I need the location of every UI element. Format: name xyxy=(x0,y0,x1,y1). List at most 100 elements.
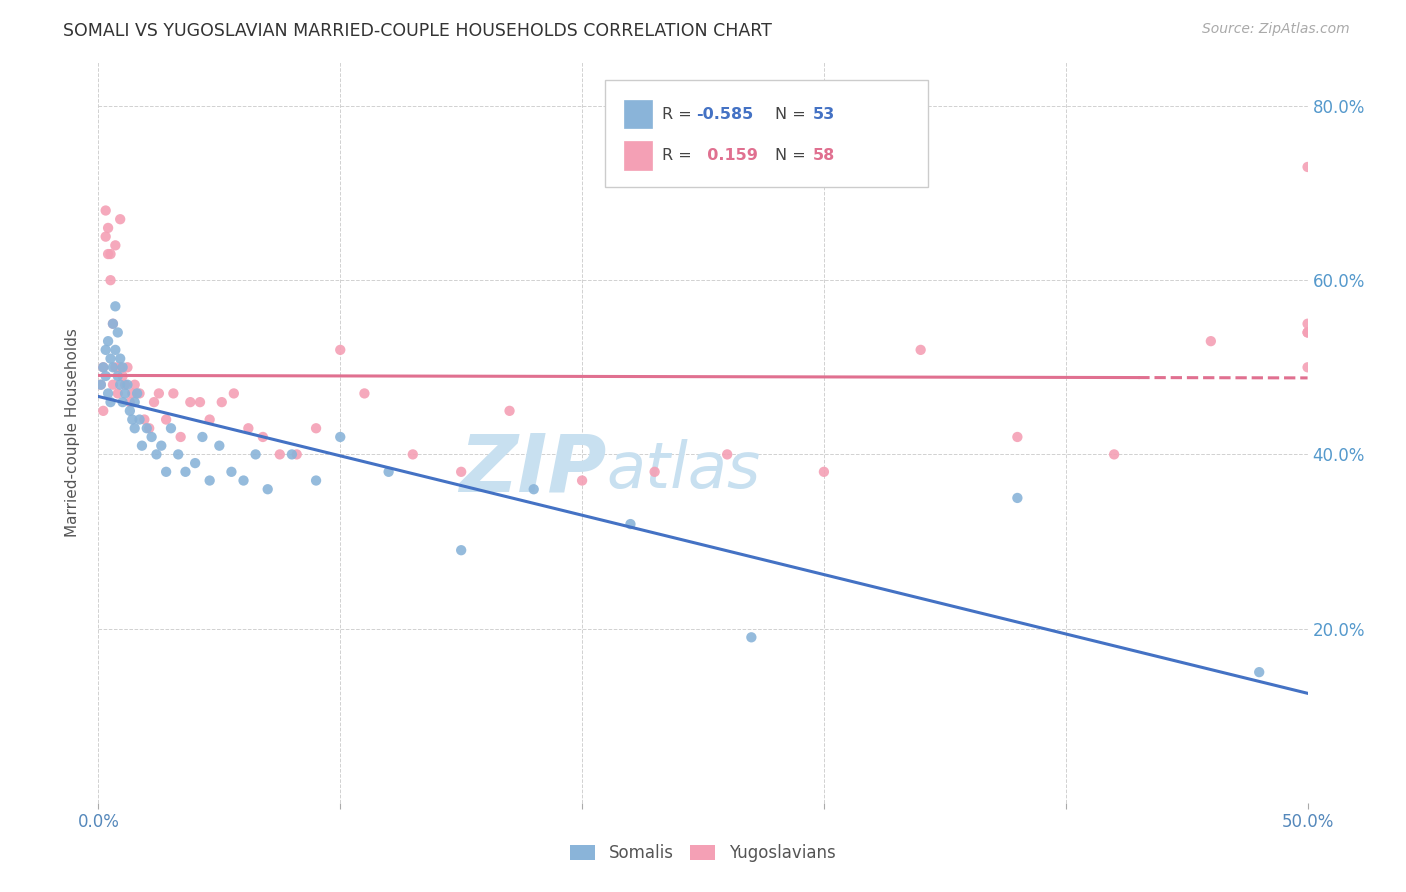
Point xyxy=(523,482,546,496)
Point xyxy=(128,412,150,426)
Point xyxy=(138,421,160,435)
Point xyxy=(155,412,177,426)
Legend: Somalis, Yugoslavians: Somalis, Yugoslavians xyxy=(564,838,842,869)
Point xyxy=(167,447,190,461)
Point xyxy=(252,430,274,444)
Text: 58: 58 xyxy=(813,148,835,163)
Point xyxy=(124,377,146,392)
Point xyxy=(329,343,352,357)
Point xyxy=(256,482,278,496)
Point xyxy=(97,221,120,235)
Point xyxy=(377,465,399,479)
Point xyxy=(305,421,328,435)
Point xyxy=(134,412,156,426)
Y-axis label: Married-couple Households: Married-couple Households xyxy=(65,328,80,537)
Text: 53: 53 xyxy=(813,107,835,121)
Point xyxy=(221,465,243,479)
Point xyxy=(91,404,114,418)
Text: R =: R = xyxy=(662,107,697,121)
Point xyxy=(162,386,184,401)
Point xyxy=(111,395,134,409)
Text: 0.159: 0.159 xyxy=(696,148,758,163)
Point xyxy=(111,360,134,375)
Point xyxy=(124,395,146,409)
Point xyxy=(198,412,221,426)
Point xyxy=(111,369,134,384)
Point xyxy=(191,430,214,444)
Point xyxy=(1296,326,1319,340)
Point xyxy=(155,465,177,479)
Point xyxy=(1296,360,1319,375)
Point xyxy=(100,351,122,366)
Point xyxy=(97,247,120,261)
Point xyxy=(104,299,127,313)
Point xyxy=(184,456,207,470)
Point xyxy=(97,386,120,401)
Point xyxy=(169,430,191,444)
Point xyxy=(619,517,641,532)
Point xyxy=(100,395,122,409)
Point xyxy=(108,351,131,366)
Text: -0.585: -0.585 xyxy=(696,107,754,121)
Point xyxy=(198,474,221,488)
Point xyxy=(104,238,127,252)
Text: Source: ZipAtlas.com: Source: ZipAtlas.com xyxy=(1202,22,1350,37)
Point xyxy=(135,421,157,435)
Point xyxy=(1199,334,1222,348)
Point xyxy=(108,377,131,392)
Point xyxy=(1007,430,1029,444)
Text: atlas: atlas xyxy=(606,439,761,500)
Point xyxy=(117,360,139,375)
Point xyxy=(188,395,211,409)
Point xyxy=(179,395,201,409)
Point xyxy=(104,360,127,375)
Point xyxy=(108,212,131,227)
Point xyxy=(353,386,375,401)
Point xyxy=(117,377,139,392)
Point xyxy=(107,326,129,340)
Point xyxy=(114,386,136,401)
Point xyxy=(107,369,129,384)
Point xyxy=(329,430,352,444)
Point xyxy=(94,229,117,244)
Point xyxy=(402,447,425,461)
Point xyxy=(141,430,163,444)
Point xyxy=(813,465,835,479)
Point xyxy=(94,203,117,218)
Point xyxy=(107,386,129,401)
Point xyxy=(174,465,197,479)
Point xyxy=(740,630,762,644)
Point xyxy=(150,439,173,453)
Point xyxy=(128,386,150,401)
Point xyxy=(498,404,520,418)
Point xyxy=(245,447,267,461)
Point xyxy=(1296,317,1319,331)
Text: R =: R = xyxy=(662,148,697,163)
Point xyxy=(114,377,136,392)
Point xyxy=(281,447,304,461)
Point xyxy=(285,447,308,461)
Point xyxy=(208,439,231,453)
Point xyxy=(450,543,472,558)
Point xyxy=(91,360,114,375)
Point xyxy=(94,343,117,357)
Point xyxy=(101,317,124,331)
Point xyxy=(121,412,143,426)
Point xyxy=(269,447,291,461)
Point xyxy=(1249,665,1271,680)
Point xyxy=(127,386,149,401)
Point xyxy=(101,360,124,375)
Point xyxy=(100,247,122,261)
Point xyxy=(222,386,245,401)
Point xyxy=(101,317,124,331)
Point xyxy=(94,369,117,384)
Text: N =: N = xyxy=(775,148,811,163)
Text: ZIP: ZIP xyxy=(458,431,606,508)
Point xyxy=(124,421,146,435)
Point xyxy=(145,447,167,461)
Point xyxy=(121,386,143,401)
Point xyxy=(1296,326,1319,340)
Point xyxy=(910,343,932,357)
Point xyxy=(118,404,141,418)
Point xyxy=(100,273,122,287)
